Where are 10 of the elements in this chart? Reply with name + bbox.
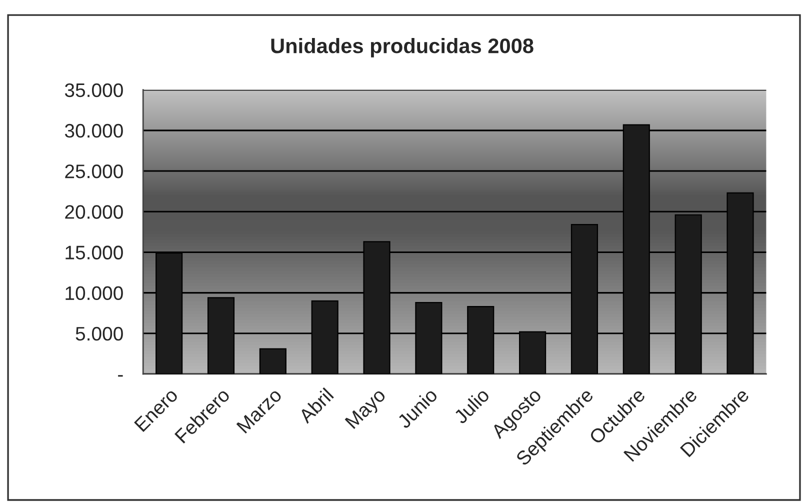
x-tick-label: Julio (452, 387, 490, 425)
y-tick-label: 30.000 (64, 124, 123, 138)
y-tick-label: 15.000 (66, 246, 123, 260)
y-tick-label: 35.000 (64, 83, 123, 98)
y-tick-label: - (118, 375, 123, 377)
y-tick-label: 10.000 (66, 286, 123, 300)
y-tick-label: 25.000 (65, 164, 123, 178)
y-tick-label: 5.000 (76, 326, 123, 341)
chart-title: Unidades producidas 2008 (271, 38, 534, 58)
y-tick-label: 20.000 (65, 205, 123, 219)
